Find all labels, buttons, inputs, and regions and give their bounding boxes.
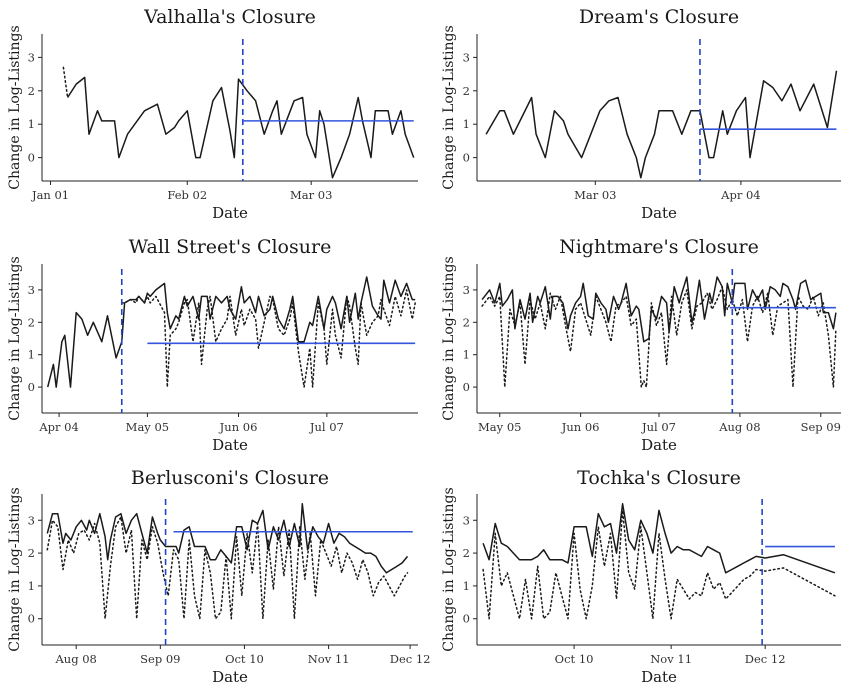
y-tick-label: 3 (28, 513, 35, 527)
y-tick-label: 2 (28, 546, 35, 560)
y-tick-label: 2 (463, 546, 470, 560)
series-line-dotted (482, 509, 836, 620)
y-tick-label: 0 (463, 151, 470, 165)
x-tick-label: Jul 07 (641, 420, 676, 434)
chart-panel-1: Valhalla's Closure 0 1 2 3 Jan 01 Feb 02 Mar 03… (7, 6, 418, 222)
chart-title: Dream's Closure (579, 6, 739, 28)
series-line-solid (66, 76, 415, 179)
chart-panel-5: Berlusconi's Closure 0 1 2 3 Aug 08 Sep 09 Oct … (7, 467, 430, 686)
series-line-solid (481, 276, 837, 343)
x-tick-label: Nov 11 (308, 652, 350, 666)
x-axis-label: Date (212, 436, 248, 454)
y-tick-label: 0 (463, 380, 470, 394)
x-tick-label: Mar 03 (574, 188, 616, 202)
y-axis-label: Change in Log-Listings (441, 25, 457, 189)
y-tick-label: 3 (463, 513, 470, 527)
y-tick-label: 2 (463, 315, 470, 329)
x-tick-label: Aug 08 (718, 420, 760, 434)
series-line-solid (482, 503, 836, 574)
x-axis-label: Date (212, 204, 248, 222)
series-line-solid (485, 70, 838, 179)
y-tick-label: 1 (28, 348, 35, 362)
x-axis-label: Date (641, 668, 677, 686)
y-axis-label: Change in Log-Listings (441, 256, 457, 420)
x-tick-label: Aug 08 (54, 652, 96, 666)
series-line-solid (46, 503, 409, 574)
y-tick-label: 2 (28, 84, 35, 98)
y-axis-label: Change in Log-Listings (7, 487, 23, 651)
y-tick-label: 0 (463, 612, 470, 626)
x-tick-label: Mar 03 (290, 188, 332, 202)
chart-title: Berlusconi's Closure (131, 467, 329, 489)
x-tick-label: Sep 09 (801, 420, 841, 434)
y-tick-label: 2 (463, 84, 470, 98)
series-line-dotted (121, 289, 416, 388)
x-tick-label: Jun 06 (561, 420, 600, 434)
x-tick-label: Oct 10 (225, 652, 264, 666)
y-tick-label: 3 (463, 283, 470, 297)
x-tick-label: May 05 (478, 420, 521, 434)
x-tick-label: Dec 12 (390, 652, 431, 666)
x-tick-label: Feb 02 (167, 188, 207, 202)
series-line-dotted (46, 516, 409, 620)
series-line-solid (46, 276, 416, 388)
x-tick-label: Nov 11 (650, 652, 692, 666)
chart-panel-6: Tochka's Closure 0 1 2 3 Oct 10 Nov 11 Dec 12 Da… (441, 467, 841, 686)
y-tick-label: 1 (463, 348, 470, 362)
x-tick-label: Dec 12 (745, 652, 786, 666)
y-tick-label: 0 (28, 151, 35, 165)
x-tick-label: Jul 07 (309, 420, 344, 434)
x-tick-label: Apr 04 (720, 188, 760, 202)
y-tick-label: 3 (463, 50, 470, 64)
y-tick-label: 1 (463, 579, 470, 593)
series-line-dotted (481, 285, 837, 388)
x-tick-label: Jan 01 (31, 188, 69, 202)
x-tick-label: May 05 (126, 420, 169, 434)
y-tick-label: 1 (28, 117, 35, 131)
y-tick-label: 1 (28, 579, 35, 593)
y-tick-label: 3 (28, 283, 35, 297)
y-axis-label: Change in Log-Listings (7, 256, 23, 420)
x-tick-label: Oct 10 (555, 652, 594, 666)
chart-title: Tochka's Closure (577, 467, 741, 489)
chart-panel-2: Dream's Closure 0 1 2 3 Mar 03 Apr 04 Date Chang… (441, 6, 841, 222)
chart-panel-3: Wall Street's Closure 0 1 2 3 Apr 04 May 05 Jun… (7, 236, 418, 454)
y-axis-label: Change in Log-Listings (441, 487, 457, 651)
x-tick-label: Apr 04 (38, 420, 78, 434)
chart-panel-4: Nightmare's Closure 0 1 2 3 May 05 Jun 06 Jul 0… (441, 236, 841, 454)
x-tick-label: Sep 09 (140, 652, 180, 666)
chart-title: Wall Street's Closure (129, 236, 332, 258)
series-line-dotted (62, 66, 69, 99)
chart-title: Valhalla's Closure (143, 6, 316, 28)
x-tick-label: Jun 06 (219, 420, 258, 434)
chart-title: Nightmare's Closure (559, 236, 759, 258)
x-axis-label: Date (641, 204, 677, 222)
y-axis-label: Change in Log-Listings (7, 25, 23, 189)
x-axis-label: Date (641, 436, 677, 454)
y-tick-label: 0 (28, 612, 35, 626)
y-tick-label: 2 (28, 315, 35, 329)
y-tick-label: 0 (28, 380, 35, 394)
y-tick-label: 3 (28, 50, 35, 64)
y-tick-label: 1 (463, 117, 470, 131)
x-axis-label: Date (212, 668, 248, 686)
